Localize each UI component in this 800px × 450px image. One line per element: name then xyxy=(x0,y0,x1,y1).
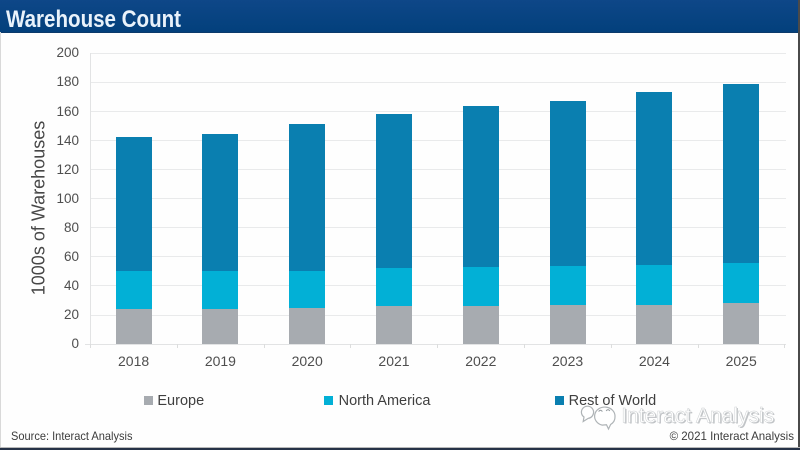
svg-text:Interact Analysis: Interact Analysis xyxy=(621,404,774,427)
svg-text:Interact Analysis: Interact Analysis xyxy=(623,406,776,429)
